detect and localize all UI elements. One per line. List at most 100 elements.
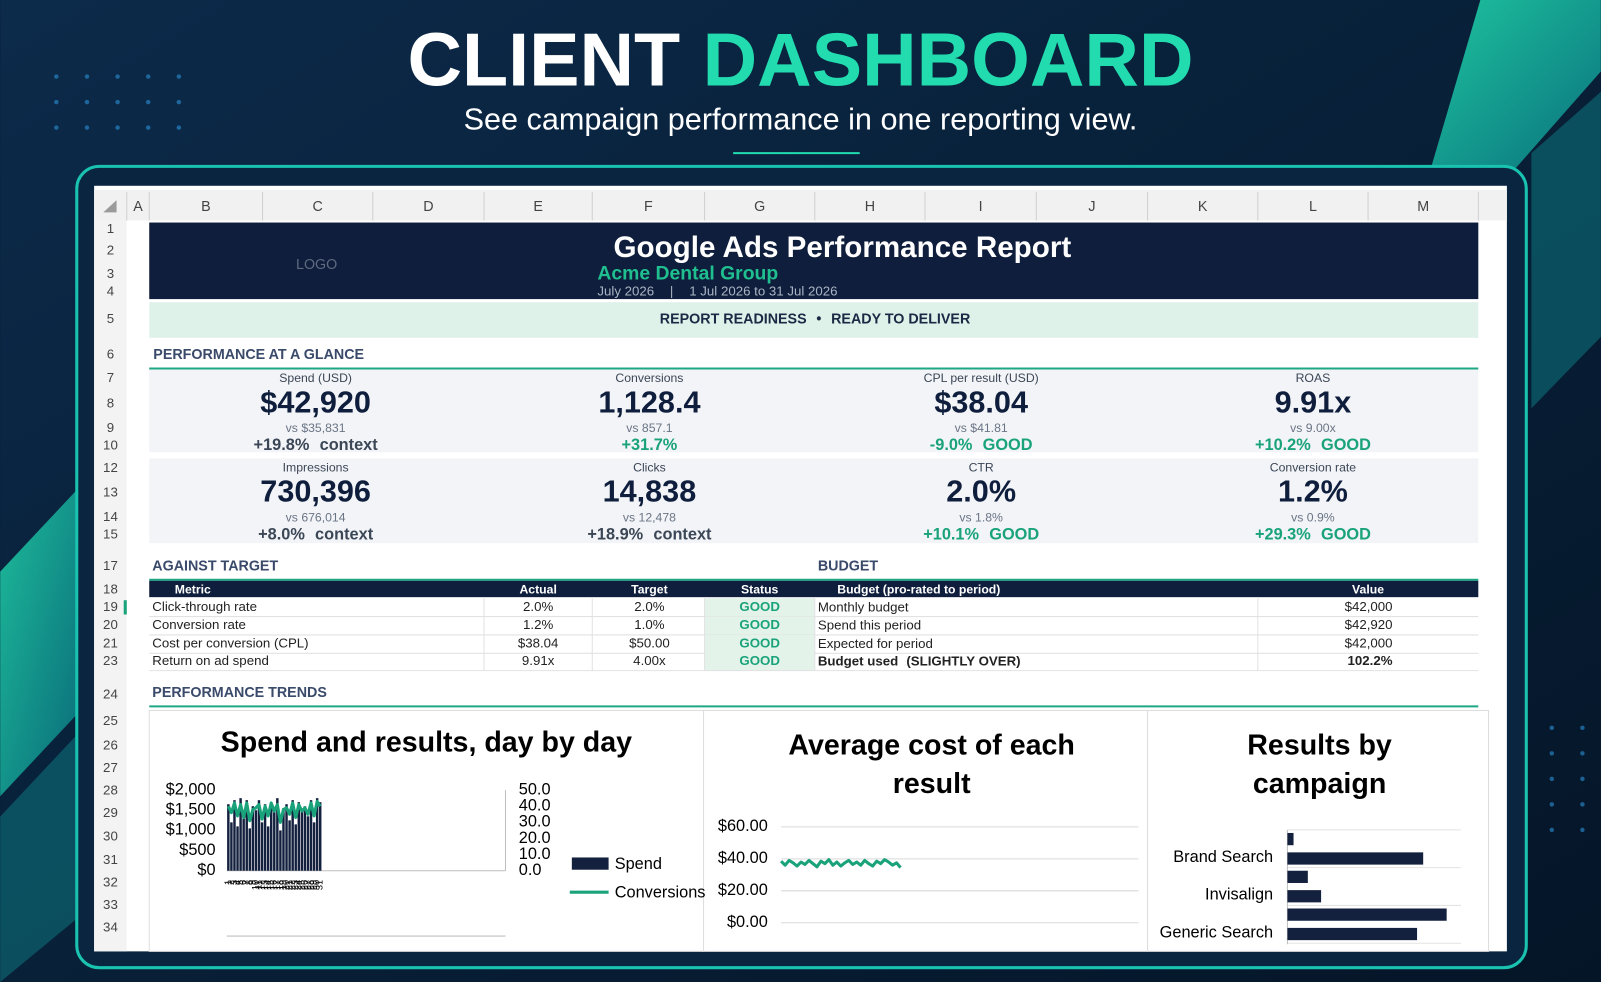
actual: 2.0%: [523, 599, 553, 614]
row-header: 10: [103, 438, 118, 453]
active-row-marker: [123, 600, 127, 615]
kpi-tag: context: [653, 526, 712, 544]
dot: [84, 74, 90, 79]
actual: 1.2%: [523, 617, 553, 632]
dot: [54, 74, 59, 79]
bar: [1287, 832, 1294, 846]
legend-swatch: [571, 857, 609, 870]
table-header-cell: Target: [631, 582, 667, 596]
row-header: 14: [103, 509, 118, 524]
row-header: 25: [103, 713, 118, 728]
column-header: M: [1417, 199, 1429, 215]
x-tick-label: 12: [256, 880, 266, 890]
x-tick-label: 8: [244, 880, 254, 885]
chart-title-box: Average cost of each result: [788, 728, 1075, 800]
row-header: 29: [103, 805, 118, 820]
x-tick-label: 31: [315, 880, 325, 890]
table-header: [149, 580, 1479, 598]
logo: LOGO: [296, 257, 337, 273]
dot: [1549, 725, 1555, 731]
metric-name: Cost per conversion (CPL): [152, 636, 308, 651]
x-tick-label: 30: [312, 880, 322, 890]
dot: [176, 99, 182, 105]
kpi-label: Impressions: [283, 460, 349, 474]
budget-value: $42,000: [1345, 599, 1393, 614]
kpi-change-value: +18.9%: [587, 526, 643, 544]
kpi-change-value: +31.7%: [622, 436, 678, 454]
status: GOOD: [739, 636, 780, 651]
row-header: 21: [103, 636, 118, 651]
chart-panel: [703, 709, 1149, 952]
x-tick-label: 9: [247, 880, 257, 885]
line-series: [226, 799, 322, 824]
readiness-label: REPORT READINESS: [660, 311, 807, 327]
chart-title-box: Spend and results, day by day: [221, 726, 632, 758]
budget-label: Monthly budget: [818, 599, 909, 614]
target: 4.00x: [633, 653, 666, 668]
kpi-panel: [149, 458, 1479, 544]
budget-label: Spend this period: [818, 617, 921, 632]
x-tick-label: 15: [266, 880, 276, 890]
y2-tick-label: 40.0: [519, 797, 551, 815]
dot: [1549, 776, 1555, 782]
x-tick-label: 18: [275, 880, 285, 890]
column-header: L: [1309, 199, 1317, 215]
dot: [84, 125, 90, 130]
column-header: E: [533, 199, 543, 215]
kpi-value: 730,396: [260, 475, 371, 509]
chart-title: Average cost of each result: [788, 728, 1075, 800]
decor-stripe: [0, 489, 77, 797]
x-tick-label: 25: [296, 880, 306, 890]
row-header: 6: [107, 347, 114, 362]
status: GOOD: [739, 653, 780, 668]
kpi-compare: vs $35,831: [286, 421, 346, 435]
bar: [254, 810, 258, 871]
column-header: J: [1088, 199, 1095, 215]
target: $50.00: [629, 636, 670, 651]
legend-label: Conversions: [615, 884, 706, 902]
bar: [269, 802, 273, 871]
row-header: 19: [103, 599, 118, 614]
column-header-bar: [94, 189, 1507, 221]
bar: [233, 800, 236, 871]
headline: CLIENT DASHBOARD: [407, 18, 1193, 102]
y-tick-label: $20.00: [718, 881, 768, 899]
dot: [1580, 827, 1585, 833]
target: 1.0%: [634, 617, 664, 632]
y-tick-label: $2,000: [166, 780, 216, 798]
budget-label-text: Monthly budget: [818, 599, 909, 614]
kpi-compare: vs 9.00x: [1290, 421, 1336, 435]
dot: [1549, 751, 1555, 756]
row-header: 27: [103, 760, 118, 775]
row-header: 13: [103, 485, 118, 500]
bar: [1287, 908, 1447, 921]
dot: [84, 99, 90, 105]
y-tick-label: $40.00: [718, 849, 768, 867]
row-header: 33: [103, 897, 118, 912]
period: July 2026: [597, 283, 654, 298]
status-cell: [704, 652, 815, 671]
row-header: 32: [103, 874, 118, 889]
bar: [297, 802, 301, 871]
x-tick-label: 14: [263, 880, 273, 890]
row-header: 4: [107, 283, 114, 298]
x-tick-label: 27: [302, 880, 312, 890]
headline-word: CLIENT: [407, 18, 680, 102]
kpi-change-value: +19.8%: [254, 436, 310, 454]
kpi-change: +19.8% context: [254, 436, 379, 454]
status: GOOD: [739, 617, 780, 632]
kpi-change-value: +29.3%: [1255, 526, 1311, 544]
metric-name: Click-through rate: [152, 599, 257, 614]
kpi-label: Clicks: [633, 460, 666, 474]
x-tick-label: 11: [253, 880, 263, 890]
kpi-change: +8.0% context: [258, 526, 374, 544]
category-label: Generic Search: [1160, 923, 1273, 941]
y-tick-label: $0: [197, 861, 215, 879]
kpi-change: +31.7%: [622, 436, 678, 454]
metric-name: Conversion rate: [152, 617, 246, 632]
dot: [176, 125, 182, 130]
target: 2.0%: [634, 599, 664, 614]
status: GOOD: [739, 599, 780, 614]
dot: [1580, 776, 1585, 782]
kpi-label: ROAS: [1296, 371, 1331, 385]
